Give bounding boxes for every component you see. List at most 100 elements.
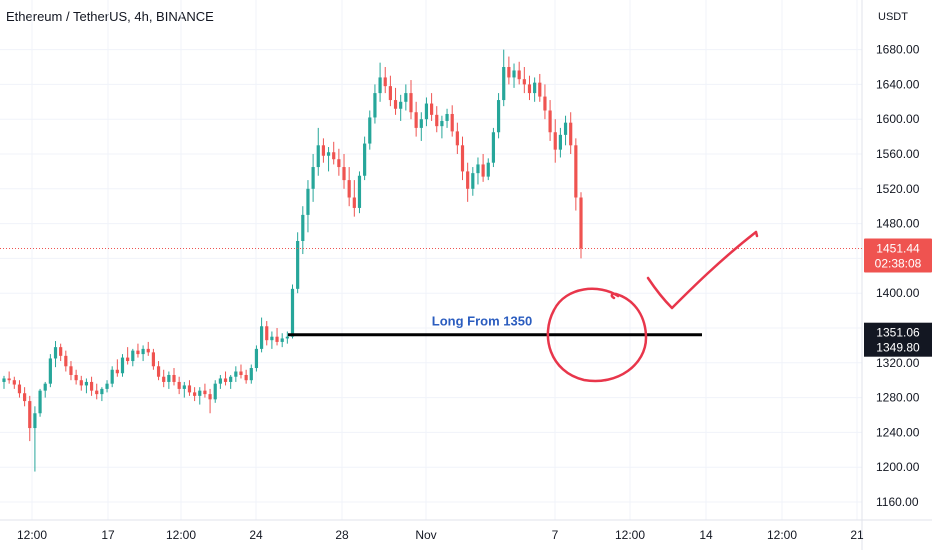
candle-body [579, 197, 583, 249]
candle-body [182, 385, 186, 389]
candle [430, 93, 434, 121]
candle [337, 148, 341, 176]
candle-body [223, 378, 228, 382]
candle-body [378, 77, 382, 94]
y-tick-label: 1240.00 [876, 425, 920, 439]
candle-body [213, 383, 217, 400]
candle [527, 75, 532, 101]
candle-body [126, 357, 130, 362]
candle-body [507, 67, 511, 78]
hand-drawn-check-mark [646, 230, 759, 310]
candle [296, 232, 300, 294]
candle [543, 84, 547, 120]
line-price-tag [864, 322, 932, 357]
y-tick-label: 1600.00 [876, 112, 920, 126]
candle [110, 366, 114, 388]
candle [2, 375, 6, 389]
candle [177, 376, 181, 395]
candle-body [84, 381, 89, 386]
candle-body [79, 380, 83, 386]
candle-body [548, 110, 552, 133]
candle-body [74, 374, 78, 381]
x-tick-label: 7 [552, 528, 559, 542]
candle [522, 67, 526, 94]
candle [213, 380, 217, 403]
candle [290, 284, 295, 339]
candle [393, 87, 398, 115]
x-tick-label: 28 [335, 528, 349, 542]
long-entry-label: Long From 1350 [432, 314, 532, 329]
candle-body [38, 390, 42, 414]
candle-body [388, 86, 392, 101]
candle-body [7, 378, 11, 381]
candle [244, 369, 248, 384]
candle [491, 127, 496, 168]
candle [306, 180, 310, 233]
candle-body [321, 145, 326, 156]
candle-body [69, 366, 73, 375]
candle [156, 361, 161, 381]
candle [23, 387, 27, 407]
candle [59, 343, 63, 362]
candle-body [466, 171, 470, 189]
candle-body [486, 162, 490, 177]
candle-body [177, 381, 181, 389]
candle [239, 364, 243, 379]
candle-body [28, 401, 32, 429]
y-tick-label: 1480.00 [876, 217, 920, 231]
candle [203, 383, 207, 398]
candle-body [254, 348, 259, 369]
candle [12, 376, 16, 389]
candle-body [280, 338, 284, 342]
current-price-tag [864, 238, 932, 273]
candle-body [311, 167, 315, 189]
candle-body [527, 84, 532, 94]
candle-body [574, 145, 578, 198]
y-unit-label: USDT [878, 11, 908, 23]
candle-body [290, 288, 295, 337]
candle-body [424, 103, 429, 120]
time-axis: 12:00 17 12:00 24 28 Nov 7 12:00 14 12:00 21 [0, 519, 932, 542]
x-tick-label: 24 [249, 528, 263, 542]
candle [399, 94, 403, 121]
candle-body [43, 383, 47, 391]
candle-body [460, 145, 465, 172]
candle-body [115, 369, 119, 374]
candle-body [187, 385, 192, 393]
candle [249, 364, 253, 384]
candle [553, 119, 557, 163]
current-price-value: 1451.44 [876, 241, 920, 255]
candle-body [193, 392, 197, 396]
x-tick-label: 21 [850, 528, 864, 542]
candle [136, 343, 140, 358]
candle-body [471, 173, 475, 189]
candle-body [363, 143, 367, 176]
candle-body [89, 381, 94, 391]
candle-body [522, 79, 526, 85]
candle [440, 115, 444, 139]
candle [64, 350, 68, 372]
candle [496, 93, 501, 139]
candle-body [306, 188, 310, 215]
candle [172, 368, 176, 386]
candle [182, 381, 186, 398]
candle [69, 361, 73, 381]
candle-body [563, 122, 568, 135]
candle [17, 380, 22, 398]
candle [218, 374, 222, 389]
candle [79, 375, 83, 391]
candle-body [156, 366, 161, 377]
x-tick-label: 12:00 [166, 528, 196, 542]
candle-body [59, 347, 63, 356]
candle-body [368, 117, 372, 144]
x-tick-label: 14 [699, 528, 713, 542]
candle [53, 341, 58, 368]
candle-body [203, 390, 207, 395]
candle [48, 354, 52, 388]
candle [466, 162, 470, 202]
candle-body [275, 336, 279, 342]
candle-body [229, 376, 233, 382]
y-tick-label: 1280.00 [876, 391, 920, 405]
candle [414, 101, 418, 137]
